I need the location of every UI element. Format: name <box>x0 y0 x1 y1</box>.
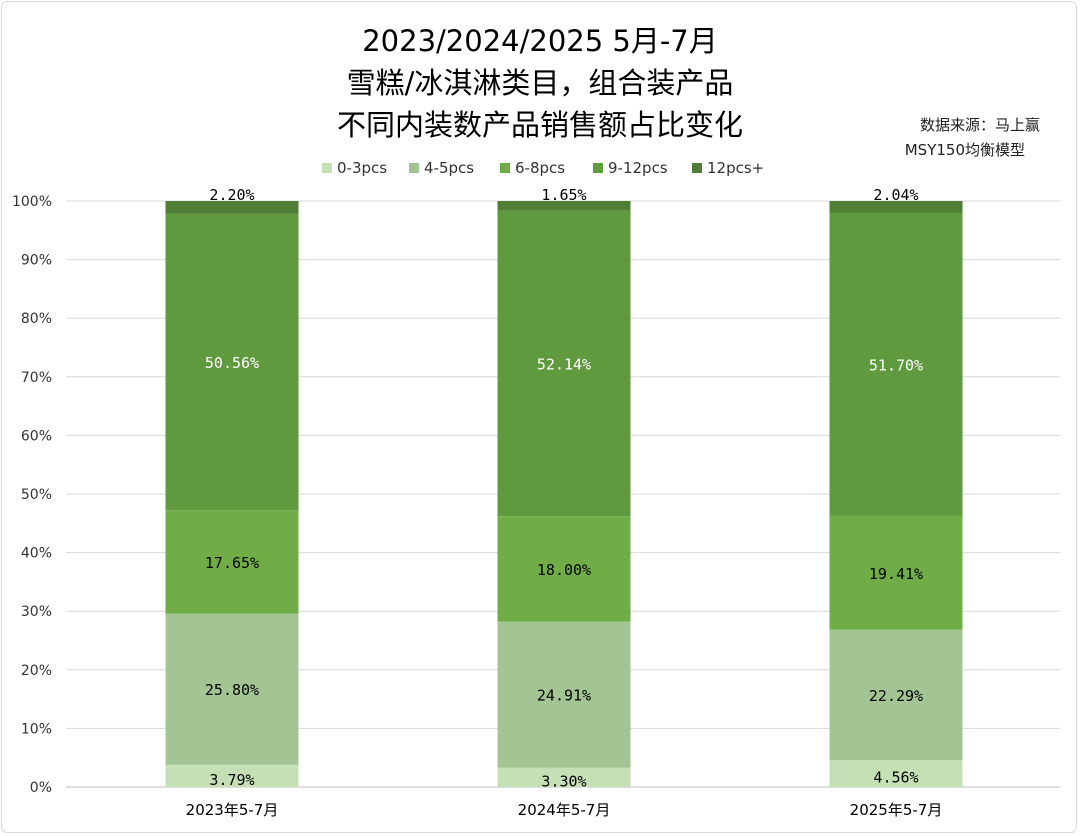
legend-swatch-6-8pcs <box>500 163 510 173</box>
data-label-6-8pcs: 19.41% <box>869 565 923 583</box>
data-source-label: 数据来源：马上赢 <box>919 116 1040 134</box>
y-tick-label: 90% <box>21 253 52 269</box>
bar-segment-4-5pcs <box>829 629 963 761</box>
data-label-12pcs+: 1.65% <box>541 186 586 204</box>
data-label-0-3pcs: 3.79% <box>209 771 254 789</box>
data-label-6-8pcs: 17.65% <box>205 554 259 572</box>
data-label-0-3pcs: 4.56% <box>873 769 918 787</box>
data-label-6-8pcs: 18.00% <box>537 561 591 579</box>
data-labels: 3.79% 25.80% 17.65% 50.56% 2.20% 3.30% 24.91% 1… <box>205 186 923 790</box>
y-tick-label: 60% <box>21 428 52 444</box>
data-label-0-3pcs: 3.30% <box>541 772 586 790</box>
bar-segment-9-12pcs <box>829 212 963 516</box>
chart-title-line-1: 2023/2024/2025 5月-7月 <box>362 24 718 58</box>
bar-segment-9-12pcs <box>497 210 631 517</box>
data-label-4-5pcs: 24.91% <box>537 687 591 705</box>
x-category-label: 2024年5-7月 <box>518 801 611 819</box>
y-tick-label: 50% <box>21 487 52 503</box>
x-category-label: 2025年5-7月 <box>850 801 943 819</box>
y-axis-ticks: 0% 10% 20% 30% 40% 50% 60% 70% 80% 90% 100% <box>12 194 52 796</box>
bar-segment-0-3pcs <box>165 764 299 787</box>
bar-segment-12pcs+ <box>165 201 299 214</box>
data-label-9-12pcs: 52.14% <box>537 355 591 373</box>
legend-label-6-8pcs: 6-8pcs <box>515 159 565 177</box>
x-category-label: 2023年5-7月 <box>186 801 279 819</box>
bar-segment-6-8pcs <box>829 515 963 630</box>
data-label-4-5pcs: 25.80% <box>205 681 259 699</box>
bar-segment-12pcs+ <box>497 201 631 211</box>
bar-segment-6-8pcs <box>497 516 631 622</box>
y-tick-label: 100% <box>12 194 52 210</box>
y-tick-label: 10% <box>21 721 52 737</box>
bar-segment-12pcs+ <box>829 201 963 213</box>
chart-title-line-2: 雪糕/冰淇淋类目，组合装产品 <box>346 66 734 100</box>
y-tick-label: 0% <box>30 780 52 796</box>
bar-segment-9-12pcs <box>165 213 299 511</box>
x-axis-categories: 2023年5-7月 2024年5-7月 2025年5-7月 <box>186 801 943 819</box>
bar-segment-4-5pcs <box>165 613 299 765</box>
data-model-label: MSY150均衡模型 <box>904 141 1025 159</box>
data-label-9-12pcs: 51.70% <box>869 356 923 374</box>
bar-segment-6-8pcs <box>165 510 299 614</box>
y-tick-label: 70% <box>21 370 52 386</box>
legend-swatch-9-12pcs <box>593 163 603 173</box>
y-tick-label: 80% <box>21 311 52 327</box>
legend: 0-3pcs 4-5pcs 6-8pcs 9-12pcs 12pcs+ <box>322 159 764 177</box>
bar-segments <box>165 201 963 787</box>
bar-segment-4-5pcs <box>497 621 631 768</box>
data-label-9-12pcs: 50.56% <box>205 354 259 372</box>
legend-swatch-0-3pcs <box>322 163 332 173</box>
y-tick-label: 40% <box>21 546 52 562</box>
y-tick-label: 20% <box>21 663 52 679</box>
legend-swatch-12pcs+ <box>692 163 702 173</box>
bar-segment-0-3pcs <box>497 767 631 787</box>
data-label-12pcs+: 2.20% <box>209 186 254 204</box>
legend-swatch-4-5pcs <box>409 163 419 173</box>
legend-label-4-5pcs: 4-5pcs <box>424 159 474 177</box>
legend-label-9-12pcs: 9-12pcs <box>608 159 668 177</box>
bar-segment-0-3pcs <box>829 760 963 787</box>
chart-title-line-3: 不同内装数产品销售额占比变化 <box>336 108 743 142</box>
legend-label-0-3pcs: 0-3pcs <box>337 159 387 177</box>
data-label-12pcs+: 2.04% <box>873 186 918 204</box>
legend-label-12pcs+: 12pcs+ <box>707 159 764 177</box>
y-tick-label: 30% <box>21 604 52 620</box>
data-label-4-5pcs: 22.29% <box>869 687 923 705</box>
